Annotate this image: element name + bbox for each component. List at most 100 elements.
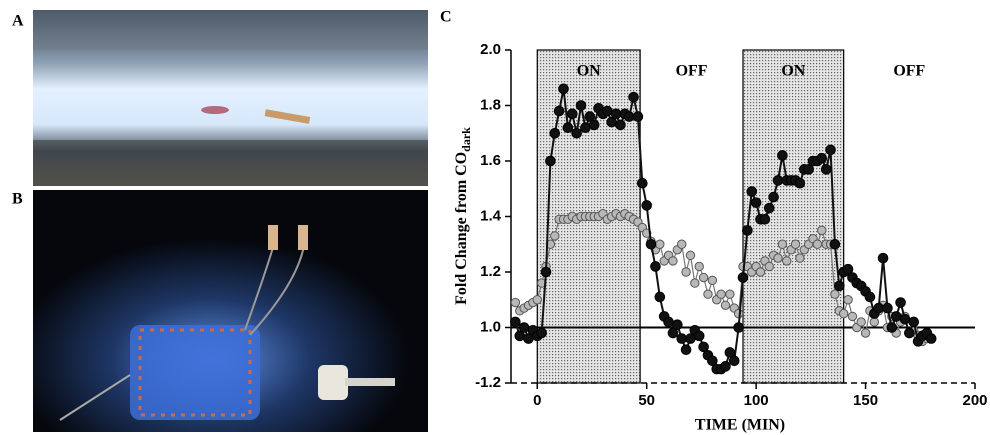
data-point [742, 225, 753, 236]
data-point [615, 119, 626, 131]
data-point [860, 328, 871, 338]
data-point [610, 108, 622, 120]
y-tick-label: 1.6 [480, 152, 501, 169]
data-point [794, 177, 806, 189]
data-point [886, 322, 898, 333]
data-point [707, 355, 718, 367]
data-point [540, 266, 552, 278]
data-point [566, 108, 578, 120]
data-point [864, 291, 876, 303]
data-point [803, 164, 814, 175]
data-point [834, 280, 845, 292]
data-point [899, 313, 911, 325]
data-point [816, 152, 828, 164]
x-tick-label: 200 [962, 392, 987, 409]
data-point [829, 238, 841, 250]
data-point [750, 197, 762, 208]
data-point [856, 317, 866, 327]
data-point [877, 252, 889, 264]
data-point [558, 83, 569, 95]
y-tick-label: 1.2 [480, 263, 501, 280]
data-point [812, 239, 823, 249]
data-point [645, 238, 657, 250]
data-point [677, 239, 687, 249]
data-point [588, 119, 600, 131]
data-point [825, 144, 836, 156]
data-point [773, 253, 783, 263]
y-tick-label: 1.8 [480, 96, 501, 113]
data-point [668, 256, 678, 266]
data-point [838, 308, 849, 319]
y-axis-label-main: Fold Change from CO [453, 152, 470, 305]
panel-label: B [12, 191, 23, 208]
data-point [681, 267, 691, 277]
data-point [549, 127, 561, 139]
data-point [737, 272, 749, 283]
x-tick-label: 50 [638, 392, 655, 409]
data-point [680, 344, 692, 356]
phase-label: OFF [893, 63, 925, 80]
y-axis-label-sub: dark [459, 127, 473, 152]
data-point [654, 291, 666, 303]
data-point [532, 295, 542, 305]
data-point [830, 289, 840, 299]
data-point [733, 322, 744, 333]
data-point [623, 111, 635, 122]
data-point [925, 333, 937, 344]
data-point [672, 319, 683, 331]
data-point [562, 122, 574, 133]
data-point [655, 239, 665, 249]
data-point [720, 300, 731, 310]
data-point [842, 263, 854, 275]
data-point [518, 322, 530, 333]
x-tick-label: 150 [853, 392, 878, 409]
data-point [904, 327, 915, 339]
data-point [843, 295, 853, 305]
data-point [782, 256, 792, 266]
data-point [720, 361, 731, 372]
y-axis-label: Fold Change from COdark [453, 127, 473, 305]
data-point [553, 105, 565, 117]
data-point [763, 202, 775, 214]
data-point [510, 297, 521, 308]
data-point [571, 127, 582, 139]
y-tick-label: 1.0 [480, 318, 501, 335]
data-point [628, 91, 639, 103]
data-point [602, 105, 613, 117]
data-point [703, 289, 713, 299]
data-point [908, 316, 920, 328]
data-point [545, 155, 556, 167]
y-tick-label: 2.0 [480, 41, 501, 58]
data-point [580, 122, 591, 133]
data-point [536, 327, 547, 339]
data-point [882, 302, 893, 314]
data-point [764, 261, 774, 272]
data-point [698, 341, 709, 353]
data-point [663, 316, 674, 328]
x-tick-label: 0 [533, 392, 541, 409]
data-point [698, 272, 709, 283]
data-point [869, 317, 880, 327]
data-point [847, 311, 858, 322]
data-point [724, 347, 736, 358]
data-point [716, 289, 726, 299]
data-point [755, 267, 766, 277]
data-point [575, 100, 587, 111]
data-point [728, 355, 740, 367]
y-tick-label: -1.2 [475, 374, 501, 391]
data-point [584, 111, 596, 122]
data-point [790, 239, 801, 249]
y-tick-label: 1.4 [480, 207, 502, 224]
photo-a [33, 10, 428, 186]
data-point [550, 231, 560, 241]
data-point [890, 311, 902, 322]
phase-label: ON [781, 63, 805, 80]
x-axis-label: TIME (MIN) [695, 417, 785, 434]
data-point [690, 278, 700, 288]
data-point [693, 330, 705, 342]
data-point [873, 302, 884, 314]
data-point [676, 333, 688, 344]
data-point [707, 275, 718, 286]
data-point [685, 250, 696, 261]
